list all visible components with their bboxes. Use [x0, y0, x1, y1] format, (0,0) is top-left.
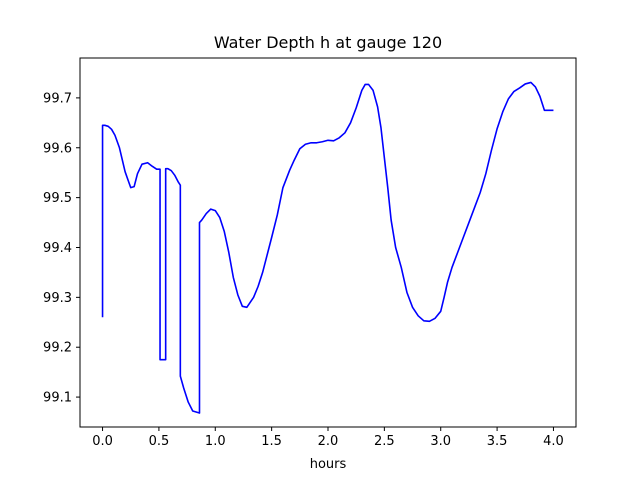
x-tick-label: 1.5 [261, 434, 282, 449]
y-tick-label: 99.3 [43, 291, 72, 306]
x-tick-label: 0.5 [149, 434, 170, 449]
axes: 0.0 0.5 1.0 1.5 2.0 2.5 3.0 3.5 4.0 99.1 99.2 99.3 9… [43, 57, 577, 449]
x-tick-label: 2.0 [318, 434, 339, 449]
y-tick-label: 99.5 [43, 191, 72, 206]
series-line-0 [101, 81, 554, 414]
y-tick-label: 99.6 [43, 141, 72, 156]
y-tick-label: 99.2 [43, 341, 72, 356]
x-tick-label: 4.0 [543, 434, 564, 449]
plot-area [101, 81, 554, 414]
x-tick-label: 1.0 [205, 434, 226, 449]
y-tick-label: 99.7 [43, 91, 72, 106]
x-tick-label: 0.0 [92, 434, 113, 449]
x-tick-label: 3.5 [487, 434, 508, 449]
chart-title: Water Depth h at gauge 120 [214, 33, 442, 52]
x-tick-label: 3.0 [430, 434, 451, 449]
x-tick-label: 2.5 [374, 434, 395, 449]
x-axis-label: hours [310, 457, 347, 472]
y-tick-label: 99.4 [43, 241, 72, 256]
y-tick-label: 99.1 [43, 391, 72, 406]
